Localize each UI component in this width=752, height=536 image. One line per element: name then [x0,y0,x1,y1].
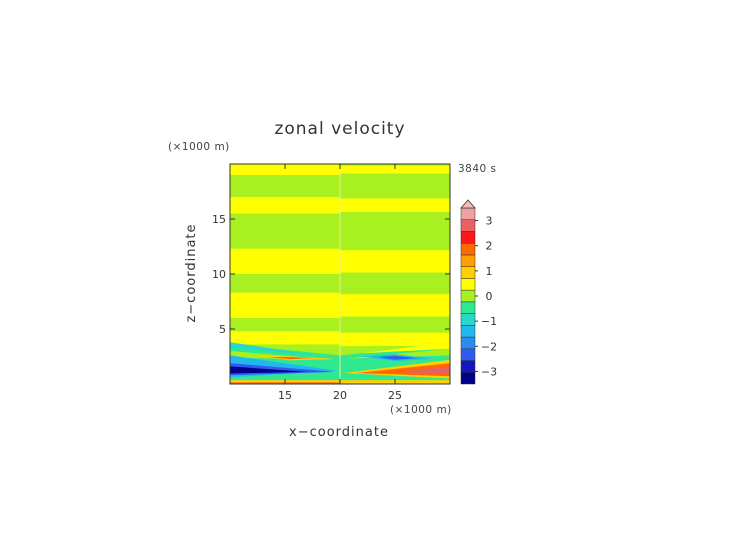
x-tick-label: 15 [278,389,292,402]
colorbar-segment [460,278,476,291]
heatmap-area [230,164,450,384]
colorbar-tick-label: 2 [486,240,493,253]
colorbar-segment [460,360,476,373]
band-left-3 [230,213,340,249]
colorbar-segment [460,336,476,350]
left-darkblue-core [230,366,307,374]
y-unit-label: (×1000 m) [168,141,230,153]
left-red-jet [268,357,313,360]
x-ticks: 15 20 25 [278,164,402,402]
colorbar-segment [460,289,476,303]
band-right-5 [340,272,450,292]
chart-title: zonal velocity [274,119,405,139]
band-right-1 [340,173,450,196]
y-axis-label: z−coordinate [184,223,199,322]
colorbar-segment [460,207,476,220]
x-tick-label: 25 [388,389,402,402]
colorbar-segment [460,313,476,326]
band-left-6 [230,292,340,318]
band-left-2 [230,197,340,214]
band-right-2 [340,198,450,215]
colorbar-tick-label: 0 [486,290,493,303]
band-right-8 [340,332,450,346]
colorbar-segment [460,242,476,256]
band-left-1 [230,175,340,197]
y-tick-label: 10 [212,268,226,281]
colorbar-tick-label: 3 [486,215,493,228]
colorbar-extend-arrow [460,199,476,209]
band-left-7 [230,318,340,332]
colorbar-tick-label: −3 [481,365,497,378]
left-cyan-wedge [230,342,318,356]
colorbar-segment [460,219,476,232]
y-ticks: 5 10 15 [212,213,450,336]
band-right-0 [340,165,450,177]
colorbar-tick-label: 1 [486,265,493,278]
colorbar-segment [460,301,476,314]
colorbar-segment [460,266,476,279]
y-tick-label: 15 [212,213,226,226]
band-left-4 [230,248,340,274]
colorbar-tick-label: −2 [481,340,497,353]
band-left-5 [230,274,340,293]
right-darkblue-jet [378,355,417,360]
right-pink-core [395,366,450,375]
colorbar-segment [460,231,476,244]
right-orange-wedge [362,342,450,354]
band-right-7 [340,316,450,330]
band-right-4 [340,250,450,276]
x-axis-label: x−coordinate [289,425,389,440]
band-left-0 [230,164,340,175]
x-tick-label: 20 [333,389,347,402]
x-unit-label: (×1000 m) [390,404,452,416]
colorbar: −3 −2 −1 0 1 2 3 [460,199,497,385]
band-right-6 [340,294,450,320]
colorbar-segment [460,254,476,267]
y-tick-label: 5 [219,323,226,336]
fan-left-upper [230,351,335,360]
band-right-3 [340,212,450,248]
time-label: 3840 s [458,163,497,175]
colorbar-segment [460,348,476,361]
colorbar-tick-label: −1 [481,315,497,328]
band-left-8 [230,331,340,345]
colorbar-segment [460,325,476,338]
colorbar-segment [460,372,476,385]
